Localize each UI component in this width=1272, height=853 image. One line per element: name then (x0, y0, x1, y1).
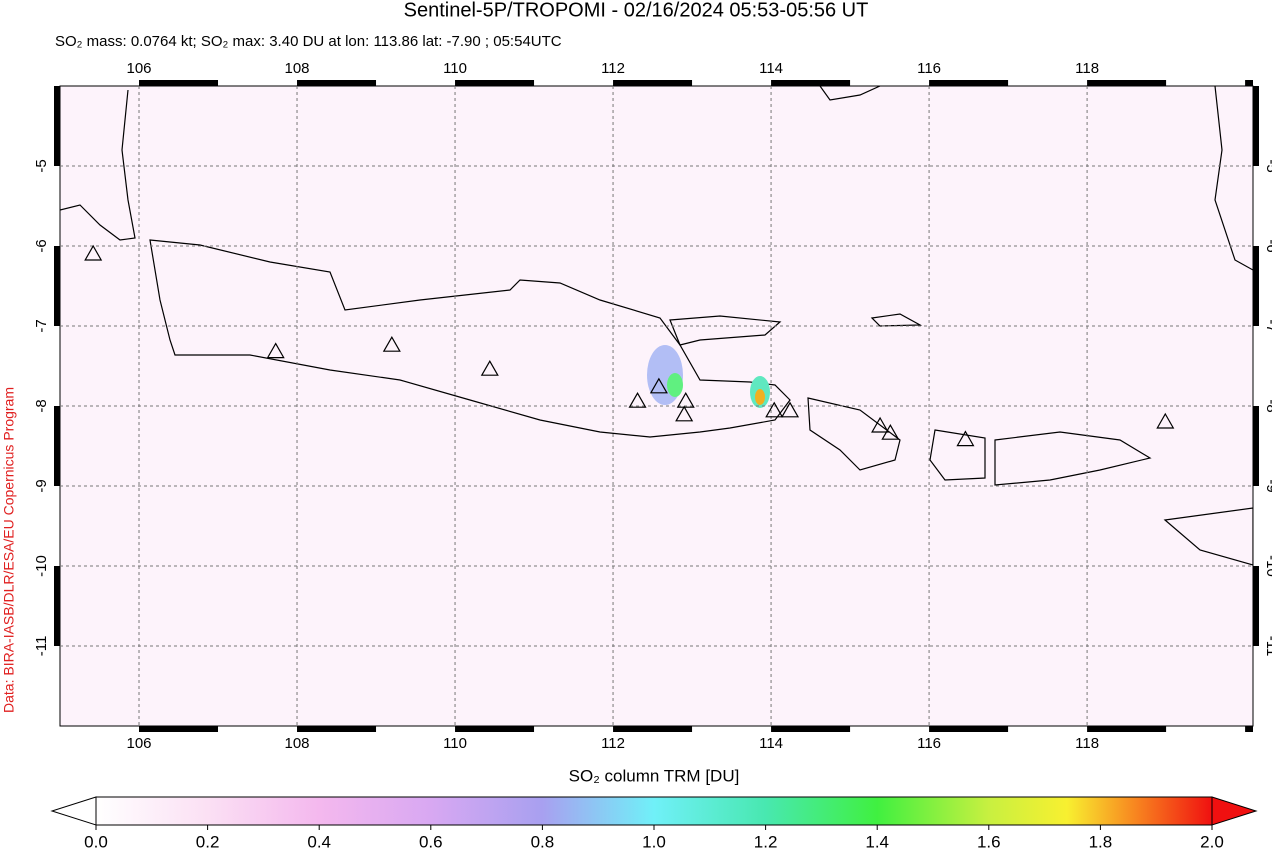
y-tick-label: -11 (33, 636, 50, 657)
frame-bar (139, 80, 219, 86)
y-tick-label: -6 (1263, 239, 1272, 252)
coastlines (60, 86, 1253, 566)
x-tick-label: 116 (917, 60, 941, 77)
volcano (956, 430, 975, 447)
volcano (382, 335, 401, 352)
coastline (1214, 86, 1253, 271)
volcano (628, 391, 647, 408)
colorbar-min-arrow (50, 796, 97, 826)
colorbar-tick-label: 0.2 (196, 832, 220, 851)
frame-bar (1253, 406, 1259, 486)
so2-plume (647, 345, 770, 408)
frame-bar (613, 726, 693, 732)
y-tick-label: -10 (1263, 555, 1272, 577)
plume (667, 373, 683, 397)
y-tick-label: -9 (1263, 479, 1272, 492)
frame-bar (1245, 726, 1253, 732)
volcano (649, 377, 668, 394)
y-tick-label: -10 (33, 555, 50, 577)
frame-bar (613, 80, 693, 86)
coastline (870, 313, 923, 327)
x-tick-label: 106 (126, 60, 151, 77)
colorbar-max-arrow (1211, 796, 1258, 826)
colorbar-tick-label: 2.0 (1200, 832, 1224, 851)
subtitle: SO₂ mass: 0.0764 kt; SO₂ max: 3.40 DU at… (55, 33, 562, 50)
colorbar-label: SO₂ column TRM [DU] (569, 766, 740, 785)
coastline (60, 89, 136, 241)
frame-bar (1087, 726, 1167, 732)
frame-bar (1087, 80, 1167, 86)
frame-bar (297, 80, 377, 86)
y-tick-label: -5 (1263, 159, 1272, 172)
x-tick-label: 110 (443, 60, 467, 77)
frame-bar (139, 726, 219, 732)
frame-bar (771, 726, 851, 732)
x-tick-label: 118 (1075, 60, 1099, 77)
frame-bar (771, 80, 851, 86)
frame-bar (1253, 86, 1259, 166)
volcano (881, 423, 900, 440)
x-tick-label: 108 (285, 735, 310, 752)
y-tick-label: -7 (1263, 319, 1272, 332)
coastline (149, 239, 791, 438)
x-tick-label: 114 (759, 735, 783, 752)
x-tick-label: 116 (917, 735, 941, 752)
frame-bar (54, 246, 60, 326)
x-tick-label: 112 (601, 735, 625, 752)
colorbar-tick-label: 1.0 (642, 832, 666, 851)
coastline (1163, 507, 1253, 566)
frame-bar (54, 566, 60, 646)
colorbar-tick-label: 0.6 (419, 832, 443, 851)
credit: Data: BIRA-IASB/DLR/ESA/EU Copernicus Pr… (1, 387, 17, 713)
chart-title: Sentinel-5P/TROPOMI - 02/16/2024 05:53-0… (404, 0, 869, 21)
frame-bar (1245, 80, 1253, 86)
volcano (780, 401, 800, 418)
colorbar-tick-label: 0.8 (531, 832, 555, 851)
frame-bar (929, 726, 1009, 732)
volcano (84, 244, 103, 261)
plume (755, 389, 765, 405)
coastline (994, 431, 1152, 486)
x-tick-label: 108 (285, 60, 310, 77)
y-tick-label: -8 (1263, 399, 1272, 412)
y-tick-label: -6 (33, 239, 50, 252)
volcano (871, 416, 890, 433)
colorbar-tick-label: 0.0 (84, 832, 108, 851)
colorbar-tick-label: 1.4 (865, 832, 889, 851)
colorbar-tick-label: 1.6 (977, 832, 1001, 851)
frame-bar (54, 86, 60, 166)
coastline (669, 315, 782, 346)
frame-bar (455, 726, 535, 732)
volcano (676, 391, 695, 408)
coastline (929, 429, 986, 481)
x-tick-label: 106 (126, 735, 151, 752)
x-tick-label: 110 (443, 735, 467, 752)
x-tick-label: 112 (601, 60, 625, 77)
volcano (675, 405, 694, 422)
volcano (266, 342, 285, 359)
volcano (765, 401, 784, 418)
coastline (819, 86, 881, 101)
frame-bar (929, 80, 1009, 86)
frame-bar (297, 726, 377, 732)
x-tick-label: 114 (759, 60, 783, 77)
y-tick-label: -8 (33, 399, 50, 412)
coastline (807, 397, 901, 471)
y-tick-label: -7 (33, 319, 50, 332)
frame-bar (54, 406, 60, 486)
frame-bar (1253, 566, 1259, 646)
frame-bar (455, 80, 535, 86)
y-tick-label: -5 (33, 159, 50, 172)
colorbar-tick-label: 0.4 (307, 832, 331, 851)
frame-bar (1253, 246, 1259, 326)
y-tick-label: -11 (1263, 636, 1272, 657)
colorbar-tick-label: 1.8 (1089, 832, 1113, 851)
colorbar (95, 796, 1213, 826)
colorbar-tick-label: 1.2 (754, 832, 778, 851)
x-tick-label: 118 (1075, 735, 1099, 752)
volcano (1156, 412, 1175, 429)
y-tick-label: -9 (33, 479, 50, 492)
volcano (480, 359, 499, 376)
